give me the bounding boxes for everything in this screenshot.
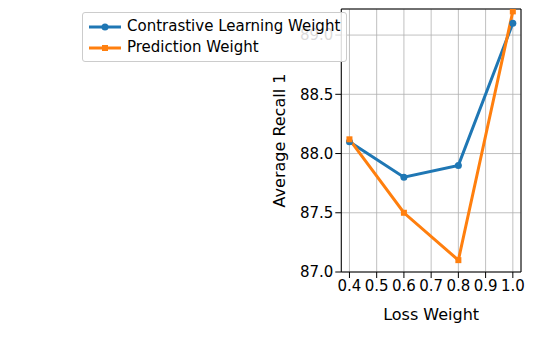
svg-text:87.0: 87.0: [300, 263, 333, 281]
svg-text:0.7: 0.7: [419, 277, 443, 295]
svg-text:0.5: 0.5: [365, 277, 389, 295]
svg-text:0.4: 0.4: [338, 277, 362, 295]
svg-text:0.9: 0.9: [474, 277, 498, 295]
svg-text:0.6: 0.6: [392, 277, 416, 295]
svg-text:Loss Weight: Loss Weight: [383, 305, 479, 324]
svg-text:89.0: 89.0: [300, 26, 333, 44]
svg-text:88.0: 88.0: [300, 145, 333, 163]
svg-text:Average Recall 1: Average Recall 1: [270, 74, 289, 208]
svg-text:88.5: 88.5: [300, 86, 333, 104]
svg-text:0.8: 0.8: [446, 277, 470, 295]
svg-text:87.5: 87.5: [300, 204, 333, 222]
svg-text:1.0: 1.0: [501, 277, 525, 295]
